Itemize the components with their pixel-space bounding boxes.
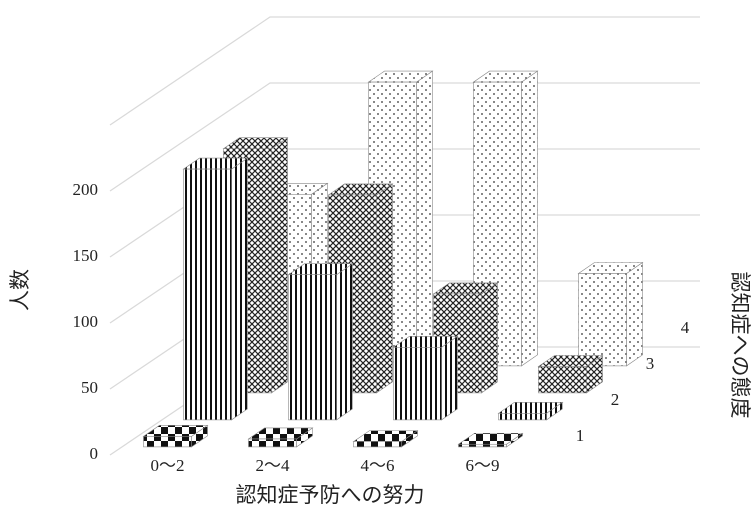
y-tick-label: 50 [81, 378, 98, 397]
bar [392, 335, 459, 421]
bar-face [248, 438, 297, 448]
x-axis-title: 認知症予防への努力 [236, 483, 425, 507]
bar-face [441, 335, 458, 421]
bar-face [376, 183, 393, 394]
bar [457, 432, 524, 448]
bar-face [538, 366, 587, 394]
legend-label: 2 [611, 390, 620, 409]
grid-line [109, 16, 700, 126]
bar-face [626, 261, 643, 367]
bar-face [183, 168, 232, 421]
bar-face [521, 70, 538, 367]
legend-label: 4 [681, 318, 690, 337]
bar-face [143, 436, 192, 448]
bar [497, 401, 564, 421]
y-tick-label: 0 [90, 444, 99, 463]
bar-face [416, 70, 433, 367]
grid-line [109, 82, 700, 192]
y-axis-title: 人数 [8, 269, 32, 311]
y-tick-label: 100 [73, 312, 99, 331]
bar-face [288, 274, 337, 421]
bar-face [481, 282, 498, 394]
bar [142, 424, 209, 448]
bar-face [458, 443, 507, 448]
x-tick-label: 2～4 [256, 456, 290, 475]
bar-face [336, 263, 353, 421]
bar [287, 263, 354, 421]
legend-label: 1 [576, 426, 585, 445]
bar-face [578, 273, 627, 367]
legend-label: 3 [646, 354, 655, 373]
y-tick-label: 200 [73, 180, 99, 199]
bar [247, 427, 314, 448]
x-tick-label: 4～6 [361, 456, 395, 475]
bar-face [393, 346, 442, 421]
x-tick-label: 0～2 [151, 456, 185, 475]
bar-face [231, 157, 248, 421]
z-axis-title: 認知症への態度 [728, 272, 752, 419]
bar-face [498, 412, 547, 421]
bar-face [353, 441, 402, 448]
bar [352, 430, 419, 448]
bar [537, 354, 604, 394]
bar-face [271, 137, 288, 394]
x-tick-label: 6～9 [466, 456, 500, 475]
y-tick-label: 150 [73, 246, 99, 265]
bar [577, 261, 644, 367]
bar [182, 157, 249, 421]
